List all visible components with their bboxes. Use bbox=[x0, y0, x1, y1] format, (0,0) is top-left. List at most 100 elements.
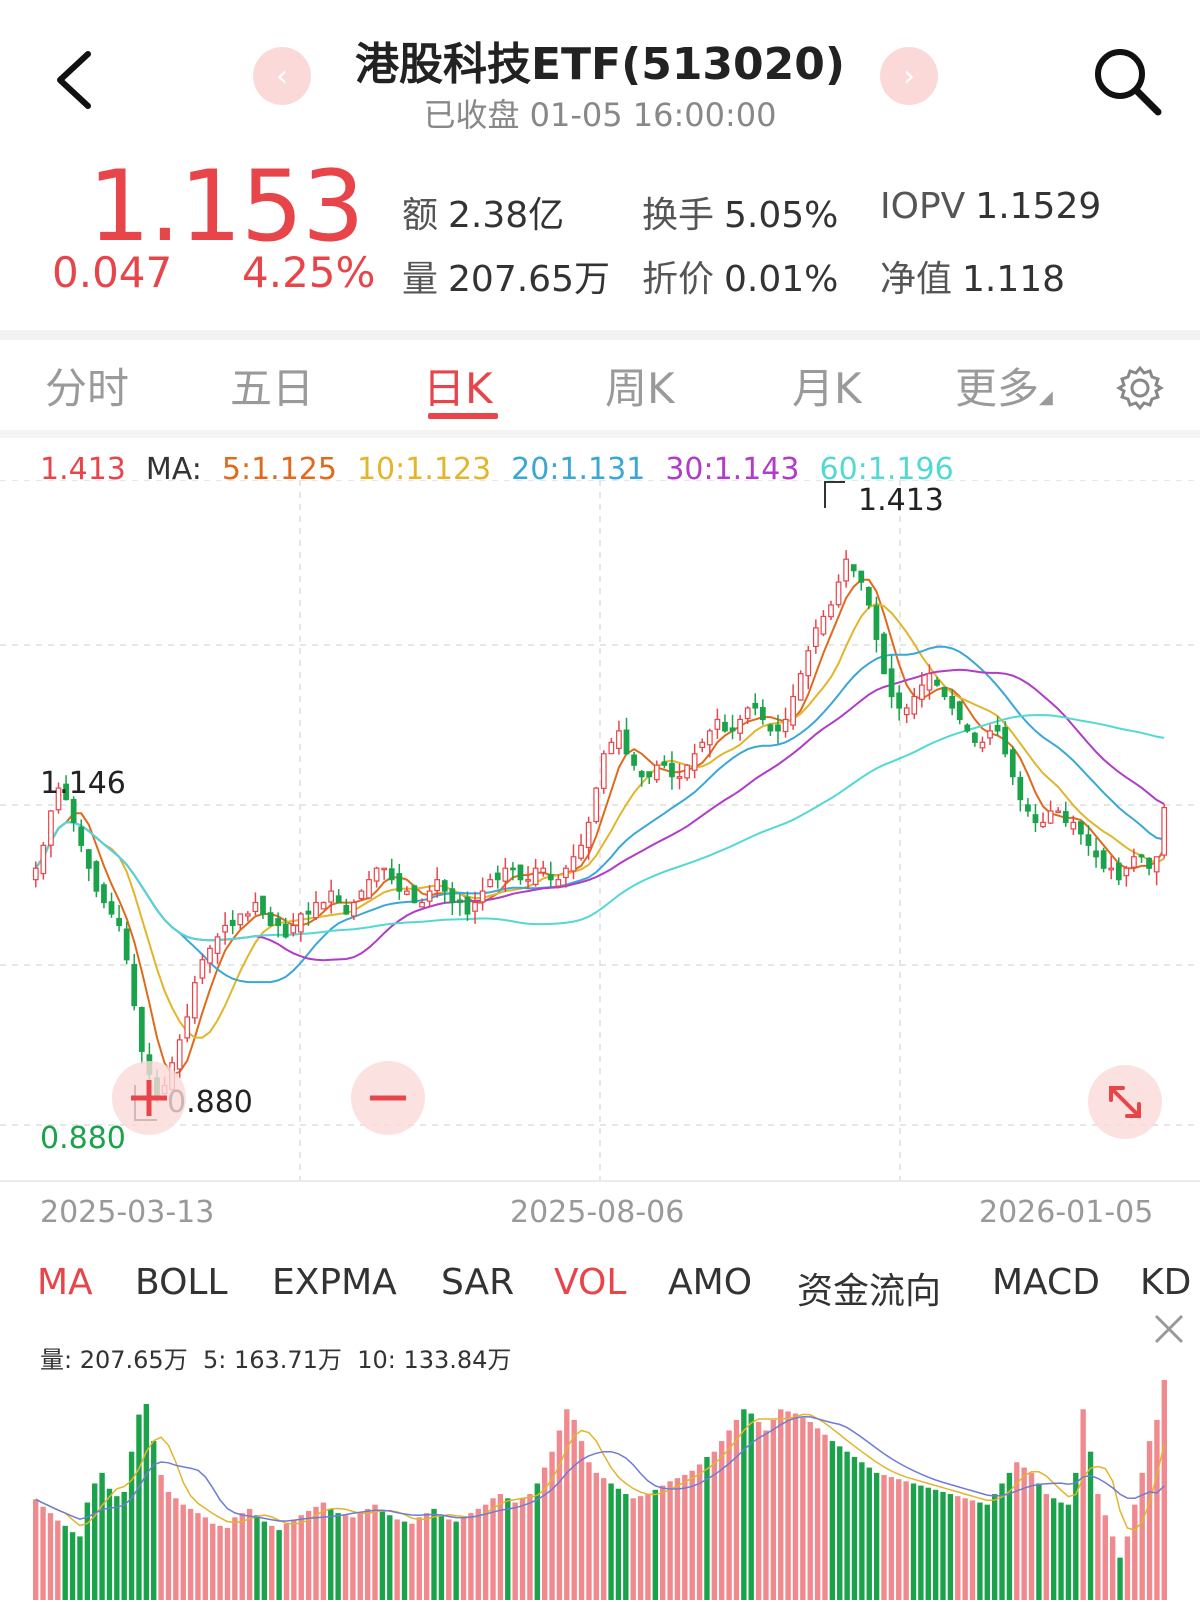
tab-five-day[interactable]: 五日 bbox=[230, 364, 315, 413]
zoom-out-button[interactable] bbox=[350, 1060, 426, 1136]
candle-body bbox=[782, 718, 789, 733]
candle bbox=[373, 866, 380, 888]
volume-value: 量: 207.65万 bbox=[40, 1346, 188, 1374]
close-icon[interactable] bbox=[1152, 1312, 1186, 1346]
candle-body bbox=[1002, 726, 1009, 755]
candle-body bbox=[176, 1039, 183, 1070]
volume-bar bbox=[925, 1487, 931, 1600]
volume-bar bbox=[1080, 1409, 1086, 1600]
gear-icon[interactable] bbox=[1116, 364, 1164, 412]
candle-body bbox=[328, 890, 335, 903]
candle-body bbox=[828, 604, 834, 618]
candle-body bbox=[229, 919, 236, 927]
candle-body bbox=[941, 686, 948, 698]
candle bbox=[865, 586, 872, 610]
candle bbox=[744, 706, 751, 724]
stat-nav: 净值 1.118 bbox=[880, 259, 1066, 300]
candle bbox=[1062, 801, 1069, 827]
candle-body bbox=[903, 707, 910, 716]
candle bbox=[449, 882, 456, 915]
indicator-tab-expma[interactable]: EXPMA bbox=[272, 1262, 397, 1303]
candle bbox=[1002, 721, 1009, 758]
candle bbox=[494, 865, 501, 889]
candle bbox=[638, 769, 645, 787]
tab-monthly-k[interactable]: 月K bbox=[792, 364, 862, 413]
tab-weekly-k[interactable]: 周K bbox=[605, 364, 675, 413]
candle bbox=[714, 708, 721, 739]
candle-body bbox=[578, 844, 584, 859]
candle-body bbox=[244, 913, 251, 917]
indicator-tab-boll[interactable]: BOLL bbox=[135, 1262, 228, 1303]
kline-chart[interactable]: 1.413 1.146 0.880 0.880 bbox=[0, 480, 1200, 1180]
candle-body bbox=[138, 1007, 145, 1052]
volume-bar bbox=[571, 1419, 577, 1600]
candle bbox=[911, 687, 918, 720]
next-stock-button[interactable]: › bbox=[880, 47, 938, 105]
volume-bar bbox=[608, 1483, 614, 1600]
back-arrow-icon[interactable] bbox=[48, 48, 104, 112]
indicator-tab-capital-flow[interactable]: 资金流向 bbox=[797, 1271, 942, 1312]
candle bbox=[956, 700, 963, 725]
candle-body bbox=[691, 753, 698, 771]
volume-ma5: 5: 163.71万 bbox=[202, 1346, 342, 1374]
candle-body bbox=[555, 879, 562, 887]
candle bbox=[472, 891, 478, 924]
volume-bar bbox=[748, 1413, 754, 1600]
volume-bar bbox=[55, 1520, 61, 1600]
volume-bar bbox=[106, 1488, 113, 1600]
volume-bar bbox=[534, 1483, 540, 1600]
indicator-tab-macd[interactable]: MACD bbox=[992, 1262, 1100, 1303]
volume-bar bbox=[1014, 1462, 1020, 1600]
candle bbox=[790, 684, 796, 730]
candle-body bbox=[699, 741, 706, 748]
candle-body bbox=[85, 849, 92, 869]
volume-bar bbox=[903, 1481, 909, 1600]
fullscreen-button[interactable] bbox=[1087, 1064, 1163, 1140]
volume-bar bbox=[202, 1517, 209, 1600]
candle bbox=[653, 760, 660, 783]
candle bbox=[563, 865, 569, 888]
prev-stock-button[interactable]: ‹ bbox=[253, 47, 311, 105]
volume-bar bbox=[409, 1523, 415, 1600]
search-icon[interactable] bbox=[1090, 44, 1164, 118]
candle bbox=[994, 716, 1001, 736]
indicator-tab-kd[interactable]: KD bbox=[1140, 1262, 1192, 1303]
candle bbox=[759, 699, 766, 725]
volume-bar bbox=[423, 1513, 430, 1600]
candle-body bbox=[419, 901, 425, 908]
candle-body bbox=[494, 872, 501, 881]
candle bbox=[699, 738, 706, 753]
candle-body bbox=[1115, 862, 1122, 881]
indicator-tab-amo[interactable]: AMO bbox=[668, 1262, 753, 1303]
zoom-in-button[interactable] bbox=[111, 1060, 187, 1136]
candle bbox=[987, 724, 993, 746]
indicator-tab-ma[interactable]: MA bbox=[37, 1262, 93, 1303]
candle bbox=[593, 786, 600, 824]
tab-daily-k[interactable]: 日K bbox=[423, 364, 493, 413]
volume-bar bbox=[969, 1500, 976, 1600]
candle bbox=[78, 819, 85, 853]
candle-body bbox=[918, 684, 925, 700]
tab-intraday[interactable]: 分时 bbox=[45, 364, 130, 413]
legend-high: 1.413 bbox=[40, 452, 126, 487]
candle bbox=[479, 877, 486, 911]
candle-body bbox=[40, 844, 47, 875]
candle bbox=[555, 874, 562, 889]
volume-bar bbox=[549, 1451, 555, 1600]
candle-body bbox=[775, 724, 781, 732]
volume-bar bbox=[269, 1525, 275, 1600]
candle-body bbox=[911, 695, 918, 715]
volume-bar bbox=[136, 1414, 142, 1600]
tab-more[interactable]: 更多◢ bbox=[955, 364, 1053, 413]
candle-body bbox=[1153, 856, 1160, 873]
indicator-tab-vol[interactable]: VOL bbox=[554, 1262, 627, 1303]
candle bbox=[775, 714, 781, 744]
candle-body bbox=[752, 702, 759, 709]
indicator-tab-sar[interactable]: SAR bbox=[441, 1262, 515, 1303]
candle-body bbox=[934, 679, 940, 686]
candle-body bbox=[1123, 867, 1130, 877]
volume-bar bbox=[77, 1536, 83, 1600]
candle bbox=[828, 600, 834, 621]
volume-bar bbox=[1161, 1380, 1167, 1600]
candle bbox=[335, 889, 342, 904]
